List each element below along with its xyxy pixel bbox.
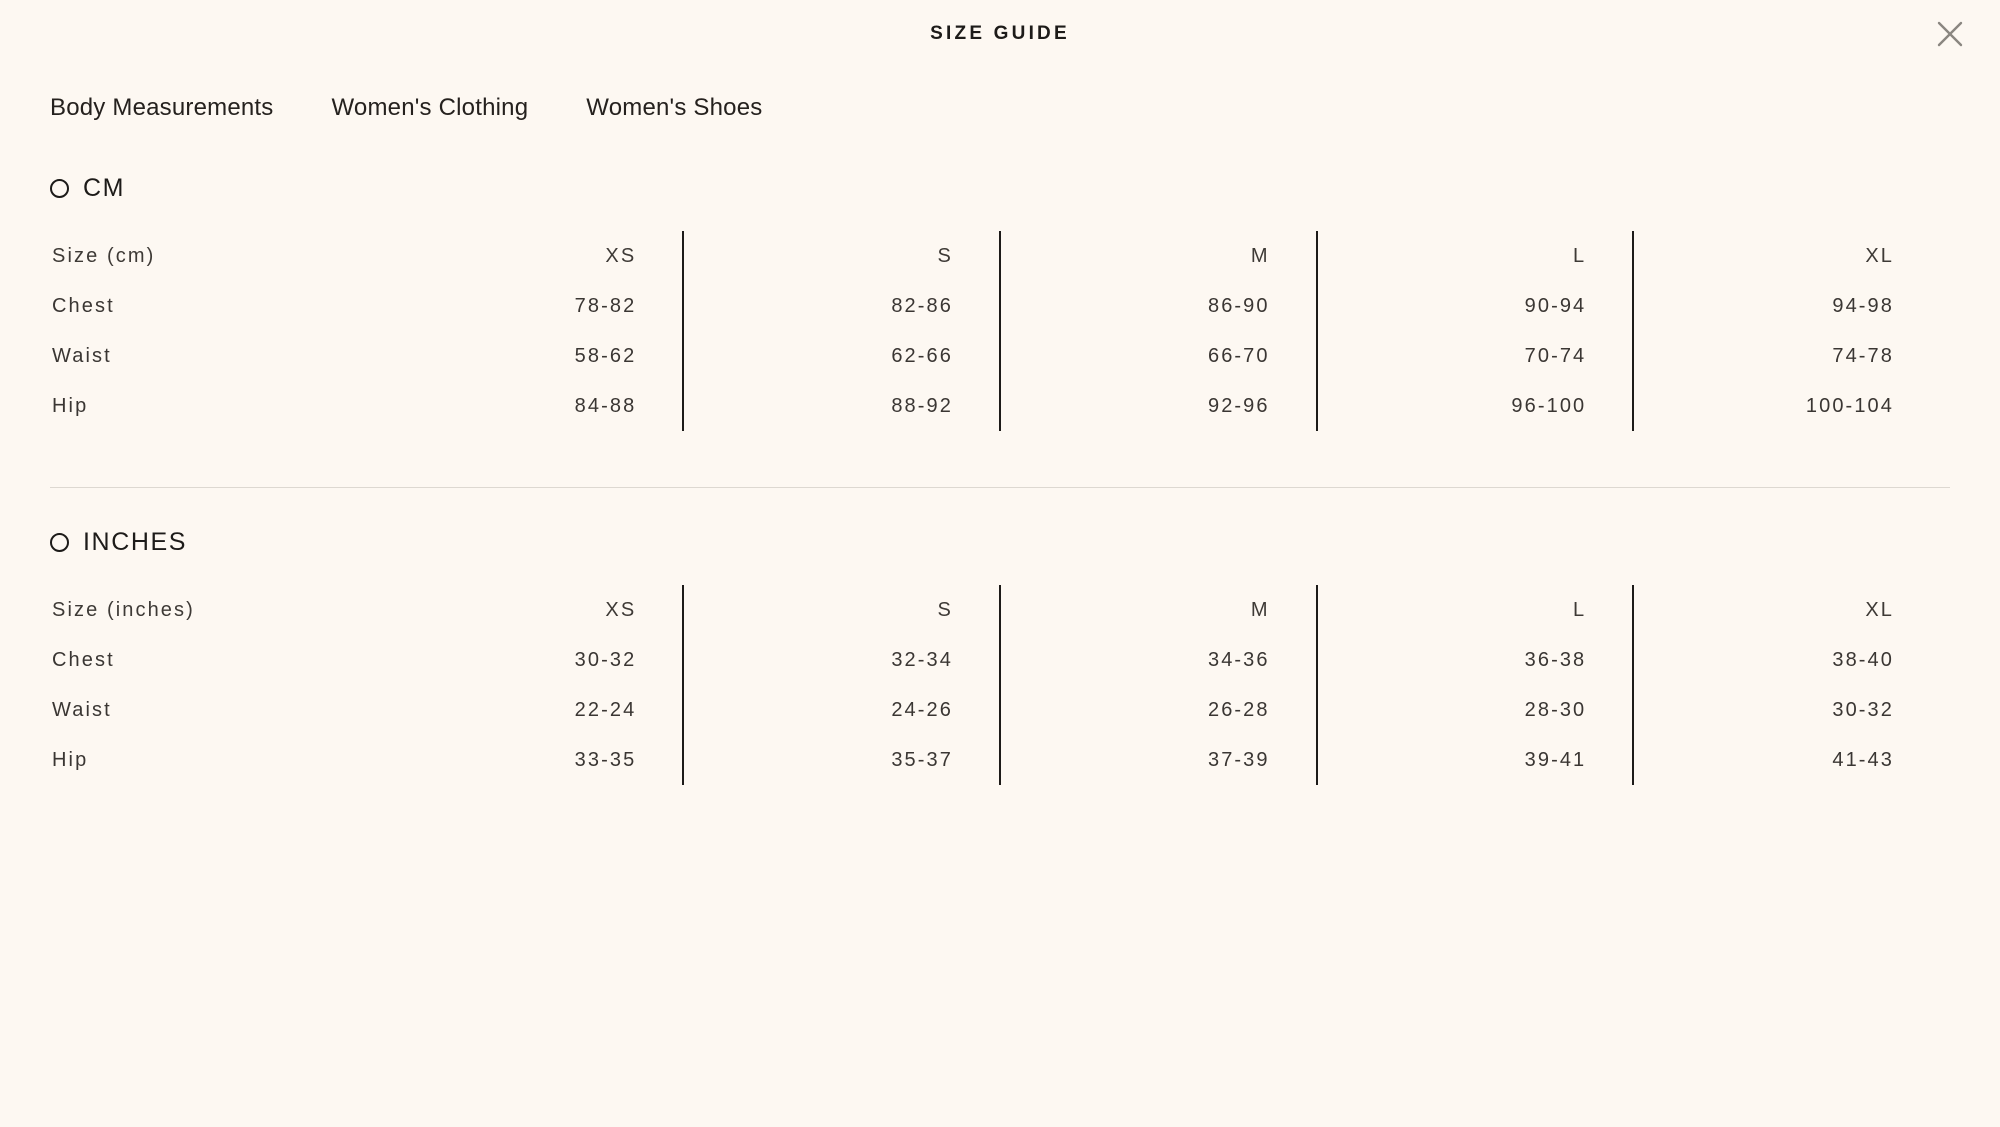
unit-radio-inches[interactable]: INCHES (50, 528, 187, 557)
cell-hip-l: 96-100 (1316, 381, 1635, 431)
column-header-m: M (999, 585, 1318, 635)
table-row: Hip 84-88 88-92 92-96 96-100 100-104 (50, 381, 1950, 431)
cell-waist-s: 62-66 (683, 331, 1001, 381)
cell-waist-xl: 30-32 (1832, 698, 1894, 721)
column-header-xs: XS (366, 231, 685, 281)
row-label-chest: Chest (52, 648, 115, 671)
cell-hip-xs: 33-35 (366, 735, 685, 785)
column-header-xl: XL (1865, 598, 1894, 621)
section-divider (50, 487, 1950, 488)
cell-waist-xs: 22-24 (366, 685, 685, 735)
cell-chest-l: 90-94 (1316, 281, 1635, 331)
column-header-size: Size (cm) (52, 244, 156, 267)
cell-hip-s: 35-37 (683, 735, 1001, 785)
cell-hip-m: 37-39 (999, 735, 1318, 785)
cell-waist-xl: 74-78 (1832, 344, 1894, 367)
cell-hip-m: 92-96 (999, 381, 1318, 431)
cell-chest-l: 36-38 (1316, 635, 1635, 685)
table-row: Chest 78-82 82-86 86-90 90-94 94-98 (50, 281, 1950, 331)
size-table-cm: Size (cm) XS S M L XL Chest 78-82 82-86 … (50, 231, 1950, 431)
cell-chest-xl: 38-40 (1832, 648, 1894, 671)
unit-radio-cm[interactable]: CM (50, 174, 125, 203)
column-header-l: L (1316, 231, 1635, 281)
cell-waist-l: 70-74 (1316, 331, 1635, 381)
unit-label-cm: CM (83, 174, 126, 202)
column-header-size: Size (inches) (52, 598, 195, 621)
cell-hip-xl: 100-104 (1805, 394, 1894, 417)
column-header-xl: XL (1865, 244, 1894, 267)
radio-circle-icon (50, 533, 69, 552)
table-header-row: Size (inches) XS S M L XL (50, 585, 1950, 635)
row-label-hip: Hip (52, 394, 89, 417)
cell-chest-m: 34-36 (999, 635, 1318, 685)
column-header-s: S (683, 231, 1001, 281)
tab-womens-shoes[interactable]: Women's Shoes (586, 94, 763, 121)
close-icon (1937, 21, 1963, 47)
table-row: Waist 22-24 24-26 26-28 28-30 30-32 (50, 685, 1950, 735)
unit-section-cm: CM Size (cm) XS S M L XL Chest 78-82 82-… (0, 174, 2000, 431)
cell-hip-xs: 84-88 (366, 381, 685, 431)
column-header-s: S (683, 585, 1001, 635)
row-label-waist: Waist (52, 344, 112, 367)
cell-waist-s: 24-26 (683, 685, 1001, 735)
cell-hip-s: 88-92 (683, 381, 1001, 431)
tab-list: Body Measurements Women's Clothing Women… (0, 94, 2000, 122)
cell-hip-xl: 41-43 (1832, 748, 1894, 771)
cell-waist-l: 28-30 (1316, 685, 1635, 735)
table-row: Hip 33-35 35-37 37-39 39-41 41-43 (50, 735, 1950, 785)
radio-circle-icon (50, 179, 69, 198)
close-button[interactable] (1928, 12, 1972, 56)
unit-label-inches: INCHES (83, 528, 188, 556)
cell-chest-s: 82-86 (683, 281, 1001, 331)
row-label-hip: Hip (52, 748, 89, 771)
size-table-inches: Size (inches) XS S M L XL Chest 30-32 32… (50, 585, 1950, 785)
page-title: SIZE GUIDE (930, 23, 1070, 44)
column-header-l: L (1316, 585, 1635, 635)
table-header-row: Size (cm) XS S M L XL (50, 231, 1950, 281)
cell-chest-xs: 78-82 (366, 281, 685, 331)
cell-chest-xl: 94-98 (1832, 294, 1894, 317)
table-row: Waist 58-62 62-66 66-70 70-74 74-78 (50, 331, 1950, 381)
row-label-chest: Chest (52, 294, 115, 317)
modal-header: SIZE GUIDE (0, 0, 2000, 68)
cell-waist-m: 26-28 (999, 685, 1318, 735)
cell-waist-xs: 58-62 (366, 331, 685, 381)
tab-womens-clothing[interactable]: Women's Clothing (331, 94, 529, 121)
cell-chest-xs: 30-32 (366, 635, 685, 685)
table-row: Chest 30-32 32-34 34-36 36-38 38-40 (50, 635, 1950, 685)
unit-section-inches: INCHES Size (inches) XS S M L XL Chest 3… (0, 528, 2000, 785)
column-header-m: M (999, 231, 1318, 281)
cell-hip-l: 39-41 (1316, 735, 1635, 785)
column-header-xs: XS (366, 585, 685, 635)
tab-body-measurements[interactable]: Body Measurements (50, 94, 274, 121)
row-label-waist: Waist (52, 698, 112, 721)
cell-waist-m: 66-70 (999, 331, 1318, 381)
cell-chest-s: 32-34 (683, 635, 1001, 685)
cell-chest-m: 86-90 (999, 281, 1318, 331)
